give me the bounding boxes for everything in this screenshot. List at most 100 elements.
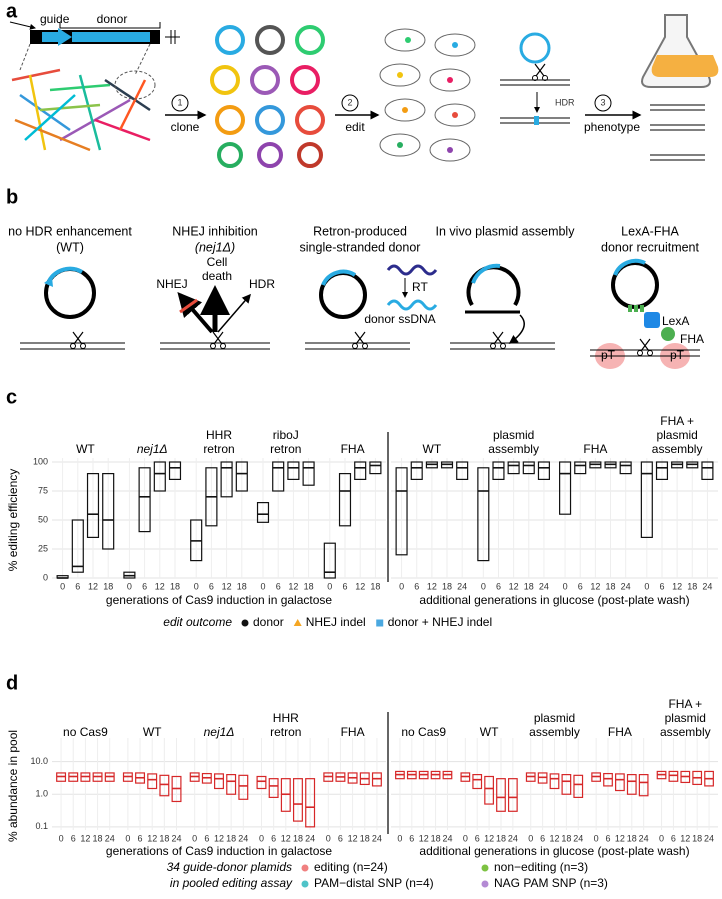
x-axis-label: generations of Cas9 induction in galacto… xyxy=(106,593,332,607)
x-tick-label: 6 xyxy=(578,581,583,591)
x-tick-label: 24 xyxy=(639,833,649,843)
facet-title: plasmid xyxy=(656,428,697,442)
x-tick-label: 0 xyxy=(125,833,130,843)
box xyxy=(496,778,506,812)
protein-label: LexA xyxy=(662,314,689,328)
facet-title: riboJ xyxy=(273,428,299,442)
y-tick-label: 10.0 xyxy=(30,756,48,766)
panel-label: d xyxy=(6,672,18,694)
legend-marker xyxy=(376,619,384,627)
facet-title: no Cas9 xyxy=(63,725,108,739)
x-tick-label: 6 xyxy=(75,581,80,591)
facet-title: WT xyxy=(423,442,442,456)
box xyxy=(238,774,249,800)
facet-title: assembly xyxy=(660,725,711,739)
box xyxy=(226,774,237,795)
x-tick-label: 18 xyxy=(170,581,180,591)
x-tick-label: 24 xyxy=(621,581,631,591)
box xyxy=(615,773,625,792)
box xyxy=(292,778,303,822)
x-tick-label: 18 xyxy=(627,833,637,843)
strategy-title: In vivo plasmid assembly xyxy=(436,224,576,238)
box xyxy=(492,461,505,480)
x-tick-label: 24 xyxy=(172,833,182,843)
x-tick-label: 0 xyxy=(192,833,197,843)
x-tick-label: 18 xyxy=(606,581,616,591)
x-tick-label: 24 xyxy=(539,581,549,591)
x-tick-label: 18 xyxy=(93,833,103,843)
x-tick-label: 0 xyxy=(659,833,664,843)
facet-title: assembly xyxy=(652,442,703,456)
cell-markers xyxy=(397,37,458,153)
facet-title: plasmid xyxy=(665,711,706,725)
step-number: 1 xyxy=(177,97,182,107)
panel-label: b xyxy=(6,186,18,208)
x-tick-label: 18 xyxy=(237,581,247,591)
box xyxy=(138,467,151,533)
panel-label: a xyxy=(6,0,18,22)
box xyxy=(354,461,367,480)
legend-marker xyxy=(241,619,249,627)
legend-marker xyxy=(481,864,489,872)
panel-label: c xyxy=(6,386,17,408)
step-number: 2 xyxy=(347,97,352,107)
guide-label: guide xyxy=(40,12,70,26)
x-axis-label: generations of Cas9 induction in galacto… xyxy=(106,844,332,858)
x-tick-label: 6 xyxy=(606,833,611,843)
x-tick-label: 0 xyxy=(259,833,264,843)
panel-a: a guide donor 1 clone xyxy=(6,0,719,168)
modification-label: pT xyxy=(601,348,616,362)
box xyxy=(410,461,423,480)
legend-label: donor xyxy=(253,615,284,629)
x-tick-label: 0 xyxy=(260,581,265,591)
x-tick-label: 24 xyxy=(508,833,518,843)
y-tick-label: 75 xyxy=(38,485,48,495)
y-tick-label: 100 xyxy=(33,456,48,466)
x-tick-label: 18 xyxy=(442,581,452,591)
x-tick-label: 6 xyxy=(71,833,76,843)
facet-title: retron xyxy=(203,442,234,456)
x-tick-label: 6 xyxy=(142,581,147,591)
sequencing-reads xyxy=(650,104,705,161)
facet-title: nej1Δ xyxy=(204,725,235,739)
legend-marker xyxy=(481,880,489,888)
box xyxy=(287,461,300,480)
box xyxy=(235,461,248,492)
panel-b: b no HDR enhancement (WT) NHEJ inhibitio… xyxy=(6,186,704,369)
x-tick-label: 12 xyxy=(348,833,358,843)
protein-label: FHA xyxy=(680,332,704,346)
x-tick-label: 6 xyxy=(338,833,343,843)
legend-marker xyxy=(301,880,309,888)
x-tick-label: 18 xyxy=(524,581,534,591)
charts: c % editing efficiency 0 25 50 75 100 generatio… xyxy=(6,386,718,890)
facet-title: WT xyxy=(76,442,95,456)
x-tick-label: 6 xyxy=(540,833,545,843)
box xyxy=(477,467,490,562)
x-tick-label: 12 xyxy=(509,581,519,591)
facet-title: retron xyxy=(270,725,301,739)
x-tick-label: 12 xyxy=(680,833,690,843)
x-tick-label: 0 xyxy=(528,833,533,843)
x-tick-label: 18 xyxy=(687,581,697,591)
y-tick-label: 50 xyxy=(38,514,48,524)
box xyxy=(272,461,285,492)
box xyxy=(507,778,518,812)
x-tick-label: 0 xyxy=(644,581,649,591)
box xyxy=(537,461,550,480)
x-tick-label: 0 xyxy=(481,581,486,591)
x-tick-label: 18 xyxy=(226,833,236,843)
x-tick-label: 6 xyxy=(271,833,276,843)
pathway-label: Cell xyxy=(207,255,228,269)
strategy-title: Retron-produced xyxy=(313,224,407,238)
box xyxy=(147,773,158,790)
box xyxy=(369,461,382,475)
facet-title: FHA xyxy=(341,725,365,739)
box xyxy=(102,473,115,550)
x-tick-label: 18 xyxy=(293,833,303,843)
x-tick-label: 12 xyxy=(214,833,224,843)
y-tick-label: 1.0 xyxy=(35,789,48,799)
y-tick-label: 0 xyxy=(43,572,48,582)
x-tick-label: 18 xyxy=(692,833,702,843)
facet-title: HHR xyxy=(273,711,299,725)
